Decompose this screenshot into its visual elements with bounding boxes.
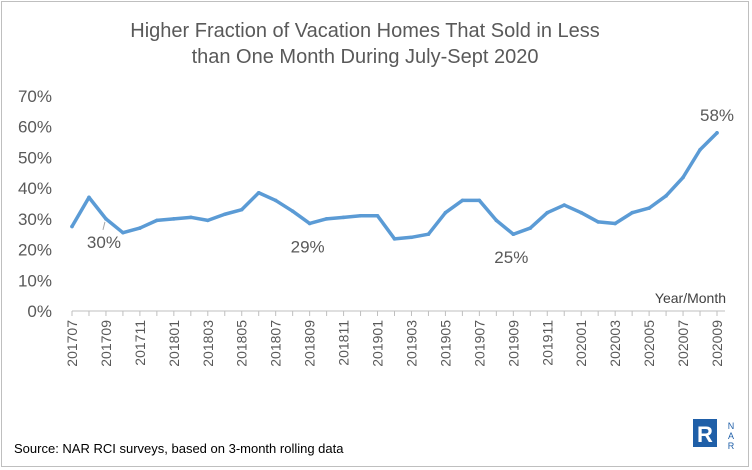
x-tick-label: 201807 [268, 320, 284, 367]
data-point [155, 218, 159, 223]
x-tick-label: 201801 [166, 320, 182, 367]
data-point [87, 195, 91, 200]
data-point [528, 226, 533, 230]
data-point [511, 232, 516, 237]
data-point [409, 235, 414, 240]
data-point [562, 203, 567, 207]
data-point [596, 220, 600, 224]
x-tick-label: 201711 [132, 320, 148, 366]
data-point [375, 213, 380, 218]
nar-logo: R N A R [692, 418, 740, 456]
x-tick-label: 201803 [200, 320, 216, 367]
data-point [138, 226, 142, 230]
data-point [477, 198, 482, 203]
chart-title: Higher Fraction of Vacation Homes That S… [0, 18, 730, 70]
chart-title-line-2: than One Month During July-Sept 2020 [191, 46, 539, 68]
x-tick-label: 202005 [641, 320, 657, 367]
data-label: 25% [494, 248, 528, 267]
y-tick-label: 10% [18, 271, 52, 290]
y-tick-label: 50% [18, 148, 52, 167]
data-point [664, 194, 668, 198]
data-point [121, 230, 125, 235]
data-point [341, 215, 346, 220]
data-label: 58% [700, 106, 734, 125]
x-tick-label: 201901 [370, 320, 386, 367]
data-point [630, 210, 634, 215]
x-tick-label: 201903 [403, 320, 419, 367]
x-tick-label: 201811 [336, 320, 352, 366]
source-note: Source: NAR RCI surveys, based on 3-mont… [14, 441, 344, 456]
x-tick-label: 201909 [505, 320, 521, 367]
data-point [579, 210, 584, 215]
x-tick-label: 202009 [709, 320, 725, 367]
logo-text-a: A [728, 431, 734, 441]
annotation-leader [102, 221, 106, 230]
x-tick-label: 202003 [607, 320, 623, 367]
data-label: 30% [87, 233, 121, 252]
data-point [256, 190, 261, 195]
x-tick-label: 201707 [64, 320, 80, 367]
data-point [545, 210, 550, 215]
x-tick-label: 201805 [234, 320, 250, 367]
logo-text-r: R [728, 441, 735, 451]
chart-title-line-1: Higher Fraction of Vacation Homes That S… [130, 20, 600, 42]
x-tick-label: 201907 [471, 320, 487, 367]
data-point [460, 198, 465, 203]
y-tick-label: 30% [18, 210, 52, 229]
y-tick-label: 40% [18, 179, 52, 198]
data-point [358, 213, 363, 218]
data-point [494, 218, 499, 223]
x-tick-label: 201911 [539, 320, 555, 366]
x-tick-label: 201709 [98, 320, 114, 367]
data-point [239, 207, 244, 212]
data-point [70, 224, 74, 229]
data-label: 29% [291, 237, 325, 256]
x-axis-title: Year/Month [655, 290, 726, 306]
data-point [681, 175, 685, 180]
data-point [273, 198, 278, 203]
x-tick-label: 201905 [437, 320, 453, 367]
data-point [104, 217, 108, 221]
data-point [307, 221, 312, 226]
y-tick-label: 0% [27, 302, 52, 321]
data-point [205, 218, 210, 223]
logo-mark: R [697, 422, 713, 447]
x-tick-label: 202007 [675, 320, 691, 367]
logo-text-n: N [728, 421, 735, 431]
x-tick-label: 201809 [302, 320, 318, 367]
y-tick-label: 20% [18, 241, 52, 260]
series-line [70, 131, 719, 241]
data-point [290, 209, 295, 213]
data-point [698, 147, 702, 152]
data-point [392, 237, 397, 241]
data-point [324, 217, 329, 221]
data-point [443, 210, 448, 215]
y-tick-label: 70% [18, 87, 52, 106]
y-tick-label: 60% [18, 118, 52, 137]
x-tick-label: 202001 [573, 320, 589, 367]
data-point [647, 206, 651, 210]
data-point [172, 217, 176, 221]
data-point [715, 131, 719, 135]
data-point [189, 215, 193, 220]
data-point [426, 232, 431, 237]
data-point [222, 212, 227, 217]
data-point [613, 221, 617, 226]
